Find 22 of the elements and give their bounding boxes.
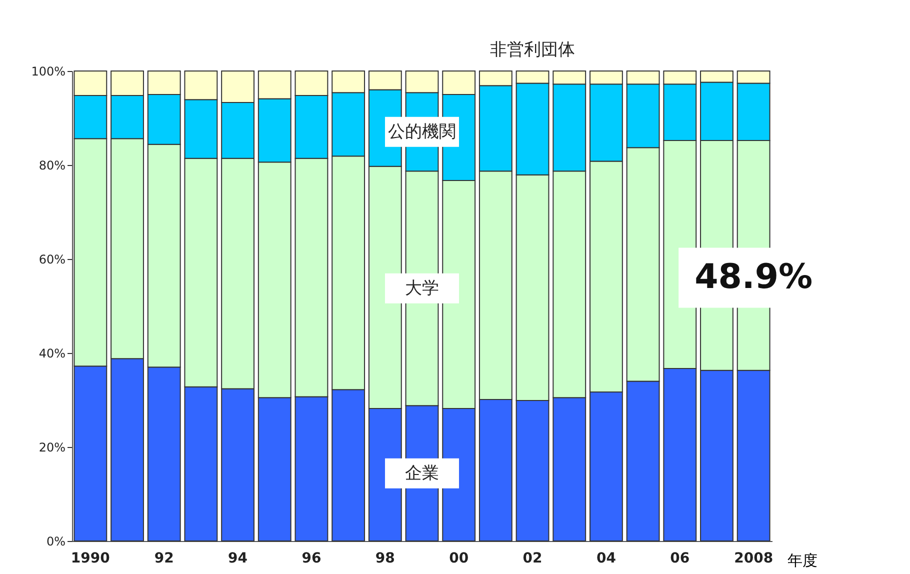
x-tick-label: 92 [154,550,174,566]
y-tick-label: 60% [38,252,66,266]
series-label: 大学 [405,278,439,298]
y-tick-label: 100% [31,64,66,78]
x-tick-label: 2008 [734,550,774,566]
x-tick-label: 06 [670,550,690,566]
x-tick-label: 1990 [70,550,110,566]
x-tick-label: 04 [596,550,616,566]
x-tick-label: 94 [228,550,248,566]
x-axis-title: 年度 [788,552,818,570]
series-label: 企業 [405,463,439,484]
y-tick-label: 0% [46,534,66,548]
annotation: 48.9% [694,256,813,297]
x-tick-label: 96 [302,550,322,566]
series-label: 公的機関 [388,122,456,142]
x-tick-label: 00 [449,550,469,566]
series-label: 非営利団体 [490,40,576,60]
x-tick-label: 98 [375,550,395,566]
y-tick-label: 80% [38,158,66,172]
x-tick-label: 02 [522,550,542,566]
y-tick-label: 20% [38,440,66,454]
y-tick-label: 40% [38,346,66,360]
